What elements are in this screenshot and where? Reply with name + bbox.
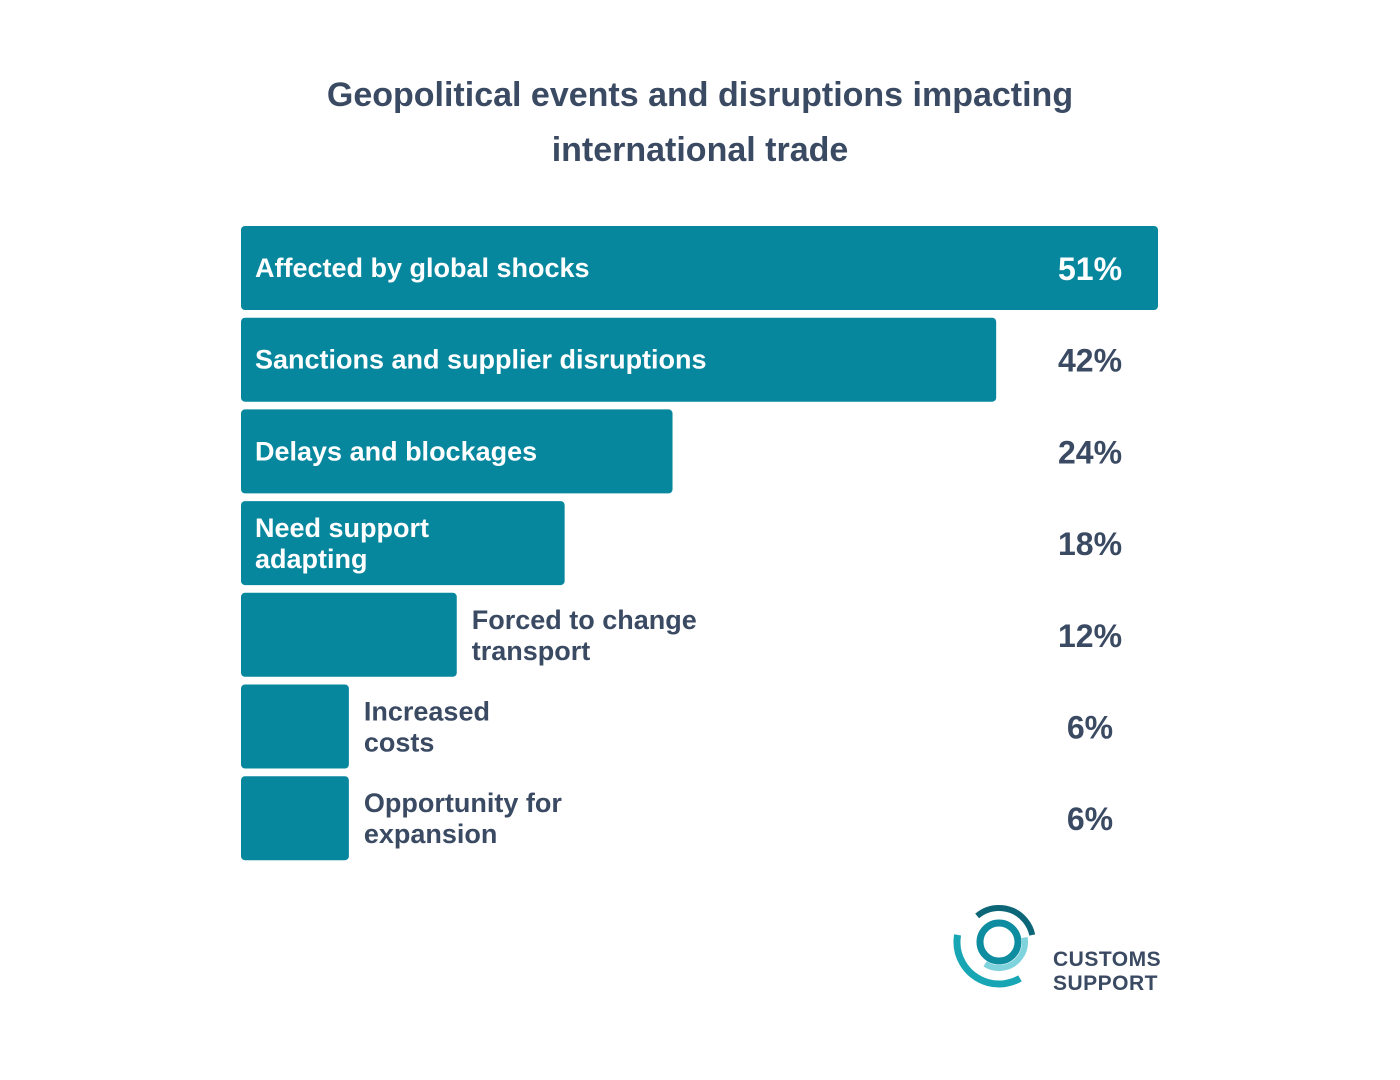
bar-need-support-adapting [241, 501, 565, 586]
customs-support-logo-icon [953, 896, 1045, 988]
category-label-sanctions-and-supplier-disruptions: Sanctions and supplier disruptions [255, 345, 707, 375]
bar-affected-by-global-shocks [241, 226, 1158, 310]
bar-opportunity-for-expansion [241, 776, 349, 861]
logo-text-line-2: SUPPORT [1053, 972, 1159, 995]
bar-sanctions-and-supplier-disruptions [241, 317, 997, 402]
category-label-forced-to-change-transport: Forced to change transport [472, 605, 697, 666]
bar-increased-costs [241, 684, 349, 769]
category-label-need-support-adapting: Need support adapting [255, 513, 429, 574]
bar-delays-and-blockages [241, 409, 673, 494]
category-label-increased-costs: Increased costs [364, 697, 490, 758]
category-label-opportunity-for-expansion: Opportunity for expansion [364, 788, 562, 849]
chart-title-line-1: Geopolitical events and disruptions impa… [326, 76, 1074, 114]
logo-text-line-1: CUSTOMS [1053, 948, 1162, 971]
chart-title: Geopolitical events and disruptions impa… [0, 68, 1400, 178]
chart-title-line-2: international trade [551, 131, 849, 169]
value-label-sanctions-and-supplier-disruptions: 42% [1058, 343, 1122, 379]
logo-text: CUSTOMS SUPPORT [1053, 948, 1161, 996]
bar-forced-to-change-transport [241, 592, 457, 677]
value-label-increased-costs: 6% [1067, 710, 1113, 746]
value-label-forced-to-change-transport: 12% [1058, 618, 1122, 654]
value-label-need-support-adapting: 18% [1058, 526, 1122, 562]
value-label-delays-and-blockages: 24% [1058, 434, 1122, 470]
value-label-affected-by-global-shocks: 51% [1058, 251, 1122, 287]
value-label-opportunity-for-expansion: 6% [1067, 801, 1113, 837]
category-label-affected-by-global-shocks: Affected by global shocks [255, 253, 590, 283]
category-label-delays-and-blockages: Delays and blockages [255, 436, 537, 466]
